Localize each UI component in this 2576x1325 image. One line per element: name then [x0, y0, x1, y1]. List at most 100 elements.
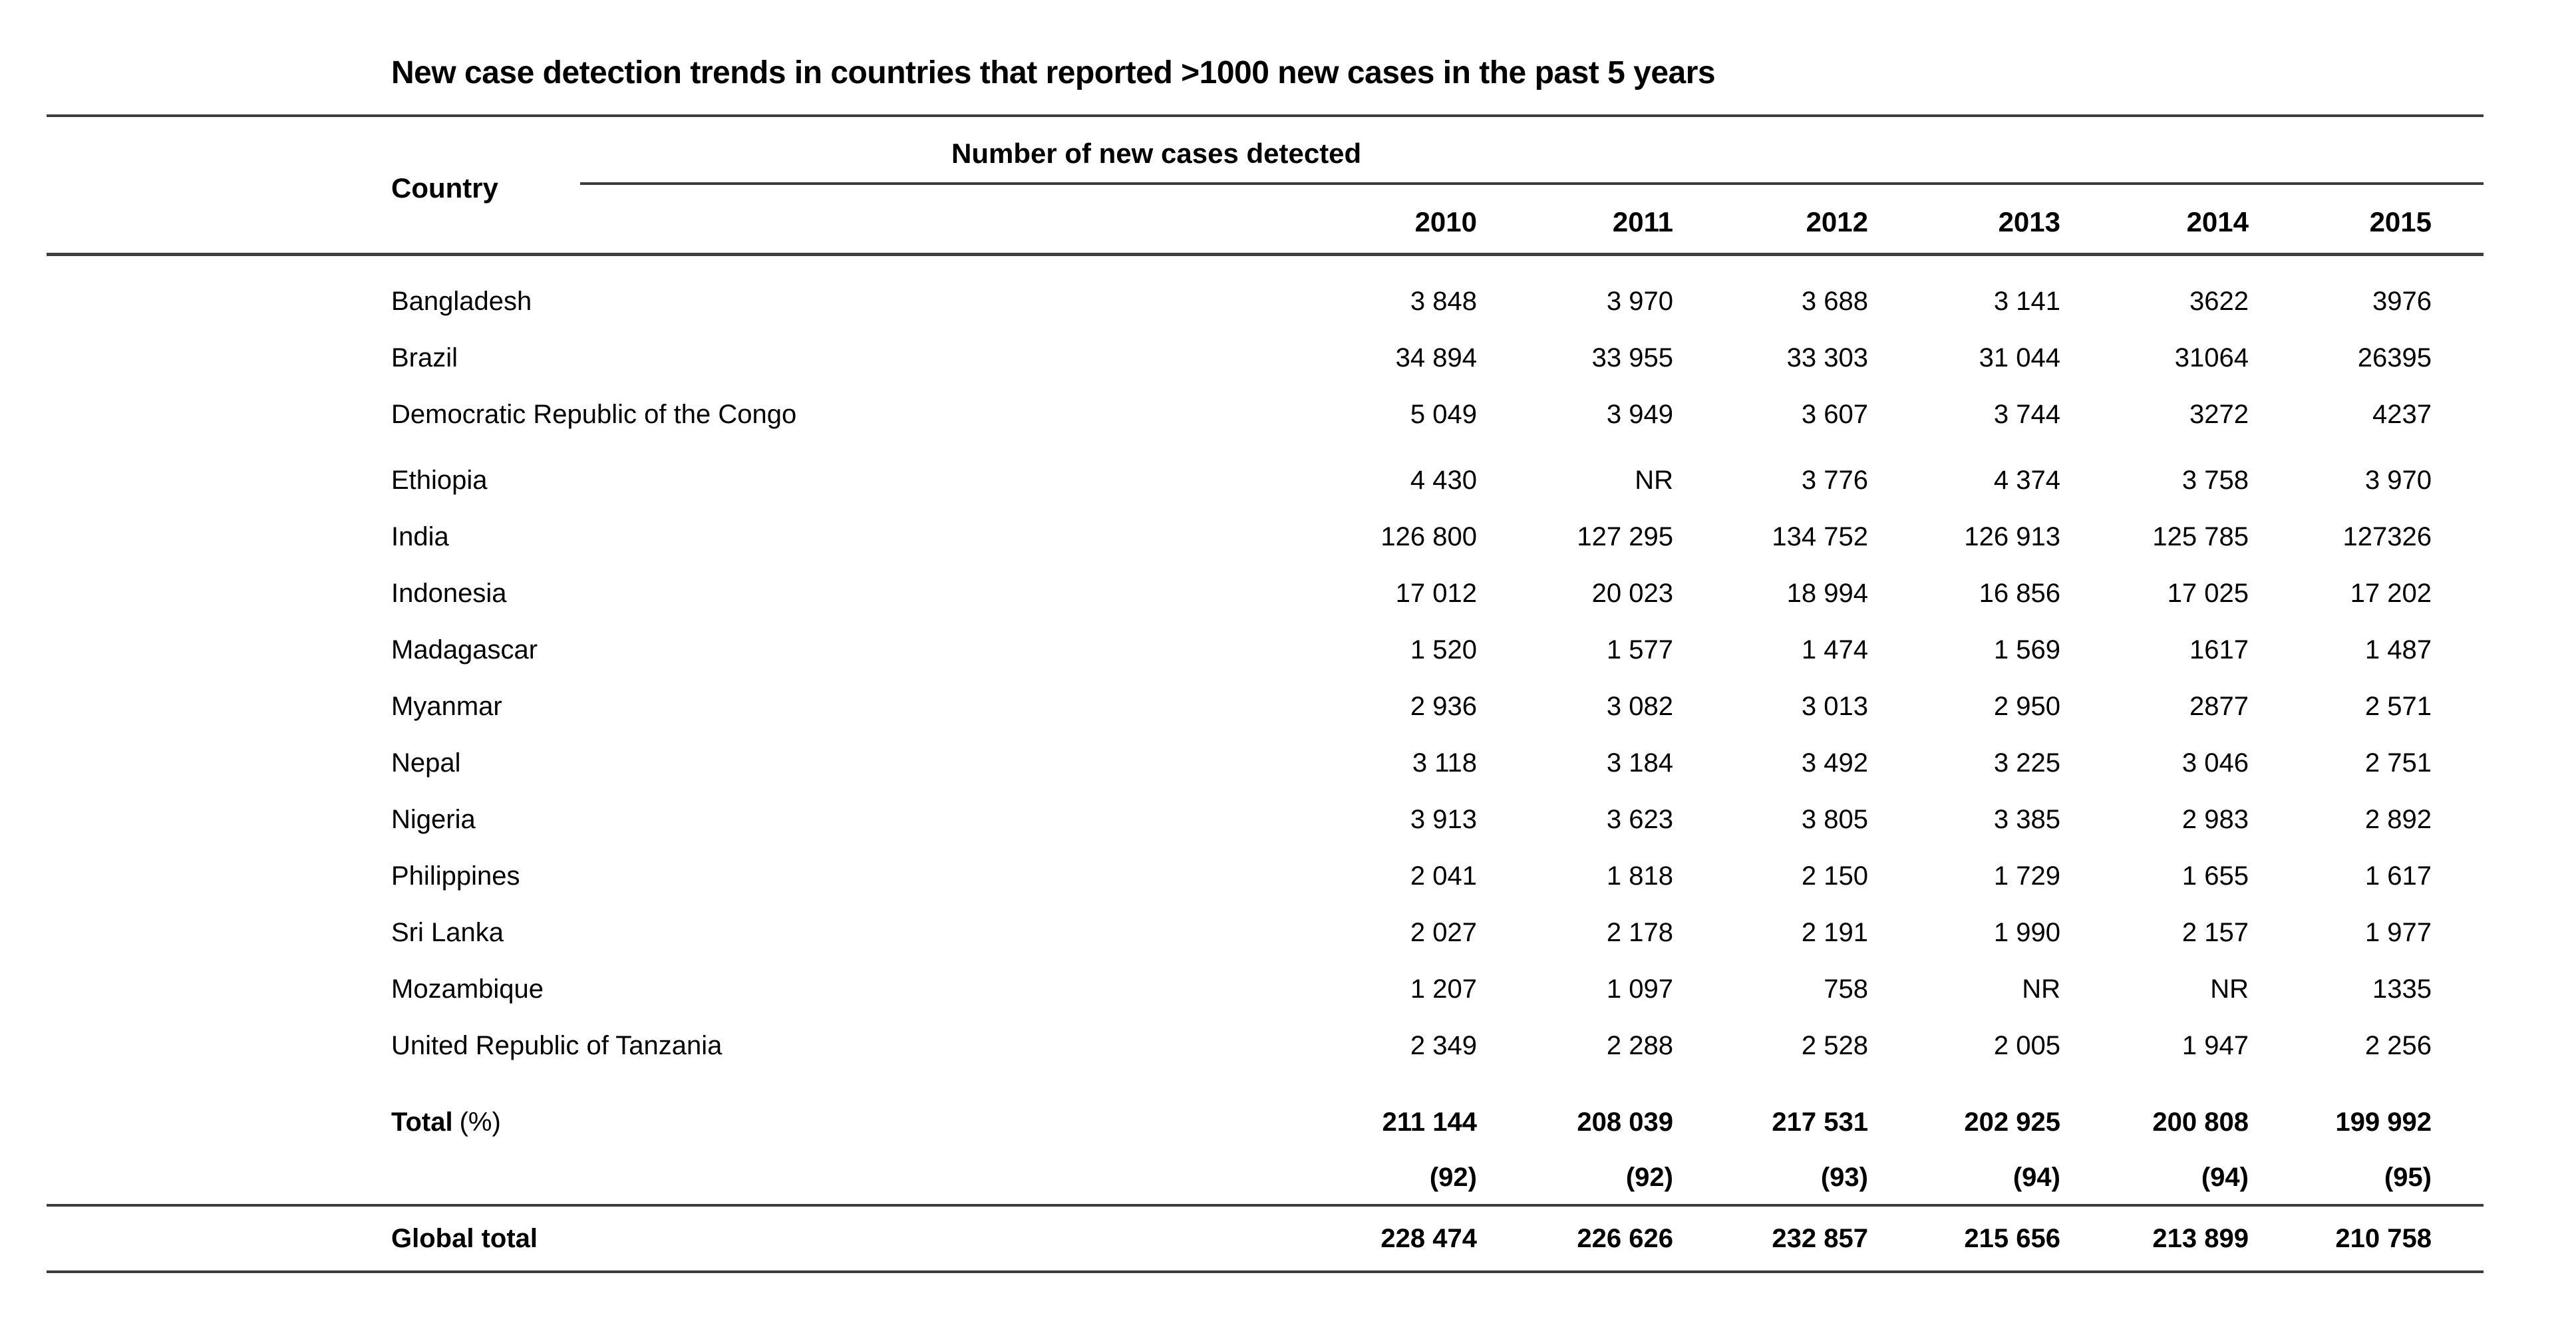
- value-cell: 17 025: [2167, 579, 2249, 608]
- year-header-2012: 2012: [1673, 192, 1868, 256]
- table-row-bangladesh: Bangladesh 3 848 3 970 3 688 3 141 3622 …: [47, 255, 2484, 331]
- value-cell: 1 487: [2364, 635, 2432, 664]
- years-header-row: 2010 2011 2012 2013 2014 2015: [47, 192, 2484, 256]
- total-row: Total (%) 211 144 208 039 217 531 202 925…: [47, 1094, 2484, 1151]
- global-value-cell: 210 758: [2249, 1205, 2484, 1273]
- value-cell: 1 617: [2364, 861, 2432, 891]
- global-total-row: Global total 228 474 226 626 232 857 215…: [47, 1205, 2484, 1273]
- global-value-cell: 232 857: [1673, 1205, 1868, 1273]
- value-cell: 127 295: [1577, 522, 1673, 551]
- value-cell: 3 805: [1801, 805, 1868, 834]
- value-cell: 2 150: [1801, 861, 1868, 891]
- value-cell: 2 528: [1801, 1031, 1868, 1060]
- value-cell: 2 157: [2181, 918, 2249, 947]
- value-cell: 3 744: [1993, 400, 2060, 429]
- total-percent-row: (92) (92) (93) (94) (94) (95): [47, 1151, 2484, 1207]
- page-title: New case detection trends in countries t…: [391, 55, 1716, 90]
- year-header-2014: 2014: [2060, 192, 2249, 256]
- value-cell: 2 950: [1993, 692, 2060, 721]
- value-cell: 3 623: [1606, 805, 1673, 834]
- value-cell: 2 571: [2364, 692, 2432, 721]
- value-cell: 3 688: [1801, 287, 1868, 316]
- value-cell: 2 983: [2181, 805, 2249, 834]
- value-cell: 1 520: [1410, 635, 1477, 664]
- percent-cell: (92): [1281, 1151, 1477, 1207]
- value-cell: 1 569: [1993, 635, 2060, 664]
- country-cell: Nepal: [391, 748, 461, 778]
- country-cell: Democratic Republic of the Congo: [391, 400, 797, 429]
- value-cell: 5 049: [1410, 400, 1477, 429]
- value-cell: 3 046: [2181, 748, 2249, 778]
- table-row-madagascar: Madagascar 1 520 1 577 1 474 1 569 1617 …: [47, 622, 2484, 678]
- total-value-cell: 208 039: [1577, 1107, 1673, 1137]
- value-cell: 17 012: [1395, 579, 1477, 608]
- global-value-cell: 215 656: [1868, 1205, 2060, 1273]
- table-row-drc: Democratic Republic of the Congo 5 049 3…: [47, 386, 2484, 443]
- country-cell: India: [391, 522, 449, 551]
- value-cell: 3 913: [1410, 805, 1477, 834]
- value-cell: 2 041: [1410, 861, 1477, 891]
- value-cell: 3 385: [1993, 805, 2060, 834]
- year-header-2013: 2013: [1868, 192, 2060, 256]
- value-cell: 4 374: [1993, 466, 2060, 495]
- value-cell: 33 303: [1786, 343, 1868, 372]
- spacer-cell: [47, 1074, 2484, 1094]
- country-cell: Nigeria: [391, 805, 476, 834]
- value-cell: 3 184: [1606, 748, 1673, 778]
- value-cell: 2 178: [1606, 918, 1673, 947]
- country-cell: Indonesia: [391, 579, 507, 608]
- global-value-cell: 228 474: [1281, 1205, 1477, 1273]
- value-cell: 3 013: [1801, 692, 1868, 721]
- value-cell: 31064: [2174, 343, 2249, 372]
- value-cell: 18 994: [1786, 579, 1868, 608]
- value-cell: 127326: [2342, 522, 2432, 551]
- value-cell: 17 202: [2350, 579, 2432, 608]
- total-value-cell: 202 925: [1964, 1107, 2060, 1137]
- total-label-cell: Total (%): [47, 1094, 1281, 1151]
- value-cell: 3 776: [1801, 466, 1868, 495]
- table-row-sri-lanka: Sri Lanka 2 027 2 178 2 191 1 990 2 157 …: [47, 905, 2484, 961]
- value-cell: 3 225: [1993, 748, 2060, 778]
- global-value-cell: 213 899: [2060, 1205, 2249, 1273]
- value-cell: 2 256: [2364, 1031, 2432, 1060]
- table-row-india: India 126 800 127 295 134 752 126 913 12…: [47, 509, 2484, 565]
- value-cell: 20 023: [1591, 579, 1673, 608]
- new-case-detection-table: 2010 2011 2012 2013 2014 2015 Bangladesh…: [47, 192, 2484, 1273]
- value-cell: 34 894: [1395, 343, 1477, 372]
- divider-below-title: [47, 114, 2484, 117]
- country-cell: Madagascar: [391, 635, 538, 664]
- value-cell: 3 970: [2364, 466, 2432, 495]
- value-cell: 3272: [2189, 400, 2249, 429]
- percent-cell: (95): [2249, 1151, 2484, 1207]
- table-row-philippines: Philippines 2 041 1 818 2 150 1 729 1 65…: [47, 848, 2484, 905]
- value-cell: 3 848: [1410, 287, 1477, 316]
- empty-header-cell: [47, 192, 1281, 256]
- country-cell: Philippines: [391, 861, 520, 891]
- value-cell: 4 430: [1410, 466, 1477, 495]
- value-cell: 3 949: [1606, 400, 1673, 429]
- country-cell: Mozambique: [391, 974, 544, 1004]
- value-cell: NR: [2210, 974, 2249, 1004]
- value-cell: 3976: [2372, 287, 2432, 316]
- value-cell: 1 207: [1410, 974, 1477, 1004]
- year-header-2015: 2015: [2249, 192, 2484, 256]
- value-cell: 4237: [2372, 400, 2432, 429]
- total-value-cell: 211 144: [1382, 1107, 1477, 1137]
- total-label: Total: [391, 1107, 453, 1137]
- value-cell: 31 044: [1979, 343, 2060, 372]
- value-cell: 1 474: [1801, 635, 1868, 664]
- value-cell: 2 005: [1993, 1031, 2060, 1060]
- percent-cell: (93): [1673, 1151, 1868, 1207]
- value-cell: 1 097: [1606, 974, 1673, 1004]
- value-cell: 1 818: [1606, 861, 1673, 891]
- country-cell: Ethiopia: [391, 466, 488, 495]
- value-cell: 3 141: [1993, 287, 2060, 316]
- value-cell: 3 082: [1606, 692, 1673, 721]
- divider-below-group-header: [580, 182, 2484, 185]
- year-header-2010: 2010: [1281, 192, 1477, 256]
- value-cell: 758: [1824, 974, 1868, 1004]
- value-cell: 2 288: [1606, 1031, 1673, 1060]
- group-column-header: Number of new cases detected: [951, 138, 1362, 169]
- value-cell: 126 800: [1380, 522, 1477, 551]
